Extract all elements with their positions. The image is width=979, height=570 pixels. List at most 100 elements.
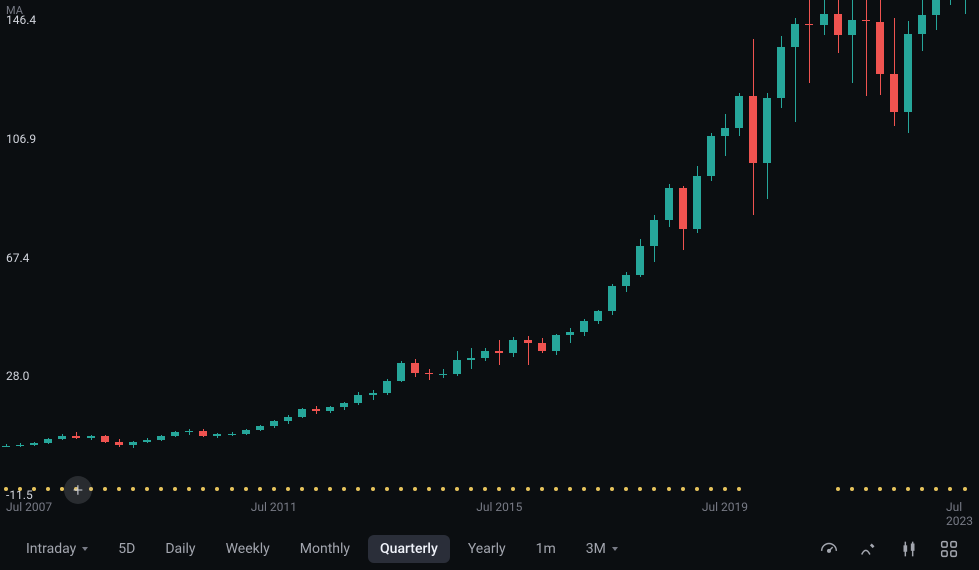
marker-dot bbox=[540, 487, 544, 491]
candle-body bbox=[340, 403, 348, 407]
marker-dot bbox=[610, 487, 614, 491]
timeframe-label: Monthly bbox=[300, 541, 350, 557]
candle-body bbox=[890, 74, 898, 111]
candle-body bbox=[509, 340, 517, 353]
candle-style-icon[interactable] bbox=[893, 533, 925, 565]
timeframe-monthly-button[interactable]: Monthly bbox=[288, 535, 362, 563]
timeframe-label: Weekly bbox=[226, 541, 270, 557]
marker-dot bbox=[286, 487, 290, 491]
marker-dot bbox=[300, 487, 304, 491]
marker-dot bbox=[469, 487, 473, 491]
candle-body bbox=[594, 311, 602, 321]
marker-dot bbox=[850, 487, 854, 491]
candle-body bbox=[354, 395, 362, 403]
marker-dot bbox=[131, 487, 135, 491]
marker-dot bbox=[4, 487, 8, 491]
candle-body bbox=[791, 24, 799, 47]
candle-body bbox=[679, 188, 687, 228]
candle-body bbox=[721, 128, 729, 136]
timeframe-label: Yearly bbox=[468, 541, 506, 557]
marker-dot bbox=[272, 487, 276, 491]
timeframe-label: 5D bbox=[118, 541, 135, 557]
marker-dot bbox=[878, 487, 882, 491]
timeframe-yearly-button[interactable]: Yearly bbox=[456, 535, 518, 563]
candle-body bbox=[101, 436, 109, 441]
timeframe-3m-button[interactable]: 3M bbox=[574, 535, 630, 563]
candle-body bbox=[820, 14, 828, 25]
marker-dot bbox=[399, 487, 403, 491]
marker-dot bbox=[836, 487, 840, 491]
y-axis-tick: 146.4 bbox=[6, 13, 36, 27]
chart-area[interactable]: MA 146.4106.967.428.0-11.5 + Jul 2007Jul… bbox=[0, 0, 979, 520]
timeframe-label: Daily bbox=[165, 541, 195, 557]
marker-dot bbox=[328, 487, 332, 491]
marker-dot bbox=[864, 487, 868, 491]
chevron-down-icon bbox=[612, 547, 618, 551]
timeframe-weekly-button[interactable]: Weekly bbox=[214, 535, 282, 563]
candle-body bbox=[749, 96, 757, 164]
candle-body bbox=[848, 20, 856, 35]
candle-body bbox=[481, 351, 489, 359]
draw-icon[interactable] bbox=[853, 533, 885, 565]
timeframe-5d-button[interactable]: 5D bbox=[106, 535, 147, 563]
candle-body bbox=[129, 442, 137, 445]
timeframe-label: 3M bbox=[586, 541, 606, 557]
timeframe-intraday-button[interactable]: Intraday bbox=[14, 535, 100, 563]
candle-wick bbox=[950, 0, 951, 5]
candle-wick bbox=[429, 369, 430, 380]
candle-body bbox=[270, 421, 278, 426]
marker-dot bbox=[554, 487, 558, 491]
marker-dot bbox=[159, 487, 163, 491]
marker-dot bbox=[215, 487, 219, 491]
candle-body bbox=[115, 442, 123, 446]
candle-body bbox=[425, 373, 433, 374]
candle-wick bbox=[965, 0, 966, 14]
candle-body bbox=[566, 332, 574, 335]
candle-body bbox=[2, 446, 10, 447]
marker-dot bbox=[342, 487, 346, 491]
candle-body bbox=[608, 286, 616, 311]
marker-dot bbox=[201, 487, 205, 491]
marker-dot bbox=[258, 487, 262, 491]
timeframe-label: 1m bbox=[536, 541, 556, 557]
marker-dot bbox=[892, 487, 896, 491]
candle-body bbox=[312, 409, 320, 411]
candle-body bbox=[636, 246, 644, 275]
candle-body bbox=[397, 363, 405, 381]
timeframe-1m-button[interactable]: 1m bbox=[524, 535, 568, 563]
x-axis-tick: Jul 2019 bbox=[702, 500, 748, 514]
marker-dot bbox=[582, 487, 586, 491]
marker-dot bbox=[667, 487, 671, 491]
y-axis-tick: 67.4 bbox=[6, 251, 29, 265]
marker-dot bbox=[497, 487, 501, 491]
x-axis-tick: Jul 2023 bbox=[946, 500, 973, 528]
timeframe-quarterly-button[interactable]: Quarterly bbox=[368, 535, 450, 563]
candle-wick bbox=[809, 0, 810, 83]
marker-dot bbox=[385, 487, 389, 491]
x-axis-tick: Jul 2011 bbox=[251, 500, 297, 514]
gauge-icon[interactable] bbox=[813, 533, 845, 565]
candle-body bbox=[199, 431, 207, 436]
candle-body bbox=[552, 335, 560, 351]
candle-body bbox=[326, 407, 334, 411]
marker-dot bbox=[906, 487, 910, 491]
marker-dot bbox=[963, 487, 967, 491]
candle-body bbox=[932, 0, 940, 15]
timeframe-label: Intraday bbox=[26, 541, 76, 557]
candle-body bbox=[524, 340, 532, 343]
candle-body bbox=[439, 374, 447, 375]
candle-body bbox=[467, 358, 475, 360]
marker-dot bbox=[948, 487, 952, 491]
timeframe-daily-button[interactable]: Daily bbox=[153, 535, 207, 563]
candle-body bbox=[650, 220, 658, 246]
candle-body bbox=[665, 188, 673, 219]
marker-dot bbox=[511, 487, 515, 491]
marker-dot bbox=[723, 487, 727, 491]
candle-body bbox=[707, 136, 715, 176]
marker-dot bbox=[356, 487, 360, 491]
timeframe-toolbar: Intraday 5D Daily Weekly Monthly Quarterly Yea… bbox=[0, 528, 979, 570]
candle-body bbox=[763, 98, 771, 164]
layout-grid-icon[interactable] bbox=[933, 533, 965, 565]
y-axis-tick: 106.9 bbox=[6, 132, 36, 146]
candle-body bbox=[72, 436, 80, 438]
